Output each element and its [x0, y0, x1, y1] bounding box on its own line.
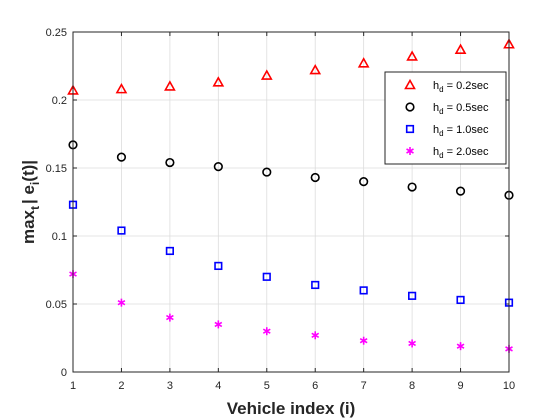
data-point — [359, 336, 368, 345]
legend-marker — [405, 102, 415, 112]
legend-marker — [405, 124, 415, 134]
y-axis-label: maxt | ei(t)| — [19, 160, 42, 244]
x-tick-label: 1 — [70, 380, 76, 392]
data-point — [456, 342, 465, 351]
x-tick-label: 7 — [361, 380, 367, 392]
x-tick-label: 4 — [215, 380, 221, 392]
data-point — [115, 82, 128, 94]
data-point — [262, 272, 271, 281]
x-tick-label: 6 — [312, 380, 318, 392]
data-point — [456, 295, 465, 305]
y-label-sub: t — [28, 206, 42, 210]
legend-entry: hd = 0.5sec — [433, 102, 489, 116]
data-point — [311, 280, 320, 290]
data-point — [262, 327, 271, 336]
plot-frame — [72, 31, 510, 373]
data-point — [262, 167, 272, 177]
data-point — [408, 291, 417, 300]
y-tick-label: 0.15 — [46, 163, 67, 175]
x-tick-label: 9 — [457, 380, 463, 392]
data-point — [214, 320, 223, 329]
x-tick-label: 8 — [409, 380, 415, 392]
data-point — [117, 226, 126, 235]
data-point — [357, 57, 370, 68]
data-point — [165, 157, 175, 168]
data-series — [67, 38, 515, 353]
legend-entry: hd = 2.0sec — [433, 146, 489, 160]
data-point — [359, 286, 368, 295]
data-point — [454, 43, 467, 54]
legend-box — [384, 71, 507, 165]
x-tick-label: 2 — [118, 380, 124, 392]
data-point — [310, 172, 320, 183]
axis-ticks: 1 2 3 4 5 6 7 8 9 10 0 0.05 0.1 0.15 0.2 0.25 — [46, 27, 516, 392]
legend-entry: hd = 1.0sec — [433, 124, 489, 138]
y-tick-label: 0.25 — [46, 27, 67, 39]
series-4 — [69, 270, 513, 353]
data-point — [165, 246, 174, 256]
legend-marker — [404, 78, 416, 90]
data-point — [311, 331, 320, 340]
data-point — [309, 63, 322, 75]
data-point — [359, 177, 369, 187]
data-point — [407, 182, 417, 192]
data-point — [406, 50, 418, 61]
y-label-prefix: max — [19, 209, 38, 244]
x-tick-label: 5 — [264, 380, 270, 392]
legend: hd = 0.2sec hd = 0.5sec hd = 1.0sec hd = 2.… — [384, 71, 507, 165]
data-point — [117, 298, 126, 307]
data-point — [213, 162, 223, 172]
y-tick-label: 0.2 — [52, 95, 67, 107]
data-point — [116, 152, 127, 162]
legend-entry: hd = 0.2sec — [433, 80, 489, 94]
x-tick-label: 10 — [503, 380, 515, 392]
data-point — [455, 186, 466, 196]
data-point — [166, 313, 174, 322]
y-label-body: | e — [19, 185, 38, 204]
x-tick-label: 3 — [167, 380, 173, 392]
y-tick-label: 0.1 — [52, 231, 67, 243]
y-label-sub2: i — [28, 182, 42, 185]
data-point — [260, 69, 273, 80]
y-tick-label: 0.05 — [46, 299, 67, 311]
data-point — [408, 339, 416, 348]
data-point — [212, 76, 225, 87]
y-tick-label: 0 — [61, 367, 67, 379]
data-point — [214, 261, 223, 271]
data-point — [164, 80, 176, 91]
x-axis-label: Vehicle index (i) — [227, 399, 356, 418]
legend-marker — [406, 147, 414, 155]
y-label-suffix: (t)| — [19, 160, 38, 182]
